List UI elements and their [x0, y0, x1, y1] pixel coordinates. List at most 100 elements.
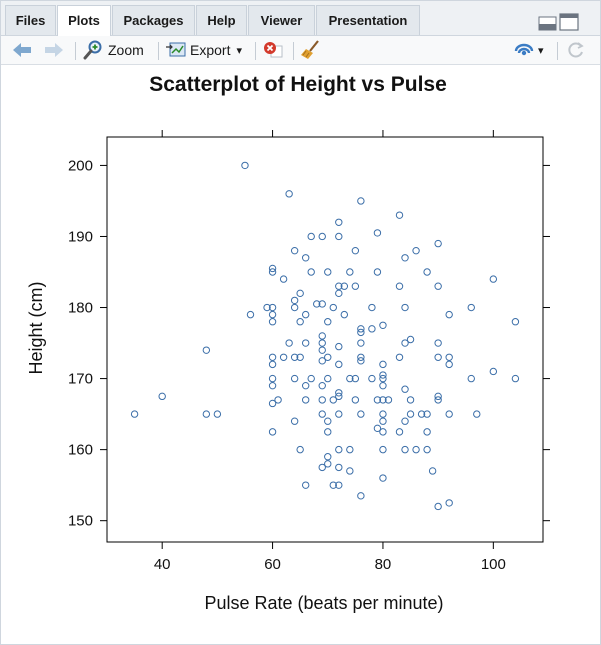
y-tick-label: 170	[68, 371, 93, 388]
data-point	[401, 339, 409, 347]
data-point	[335, 342, 343, 351]
data-point	[324, 453, 332, 461]
x-axis-label: Pulse Rate (beats per minute)	[204, 593, 443, 613]
data-point	[246, 310, 255, 319]
minimize-icon[interactable]	[538, 16, 557, 31]
data-point	[268, 381, 277, 390]
data-point	[351, 396, 360, 404]
data-point	[423, 428, 431, 436]
maximize-icon[interactable]	[559, 13, 579, 31]
data-point	[406, 410, 415, 418]
export-button[interactable]: Export ▾	[165, 40, 242, 60]
zoom-label: Zoom	[108, 42, 144, 58]
y-tick-label: 180	[68, 300, 93, 317]
data-point	[290, 417, 299, 425]
data-point	[346, 467, 354, 475]
data-point	[357, 410, 365, 418]
data-point	[511, 318, 520, 326]
data-point	[324, 428, 332, 436]
data-point	[290, 353, 299, 361]
data-point	[417, 410, 426, 418]
data-point	[301, 310, 310, 319]
data-point	[351, 246, 360, 255]
data-point	[285, 339, 293, 347]
pane-tab-bar: Files Plots Packages Help Viewer Present…	[1, 1, 600, 36]
plot-area: Scatterplot of Height vs Pulse 40 60 80 100…	[2, 65, 600, 642]
data-point	[357, 353, 365, 361]
data-point	[467, 303, 475, 312]
data-point	[445, 410, 453, 418]
forward-arrow-icon	[45, 43, 63, 57]
tab-packages[interactable]: Packages	[112, 5, 195, 35]
tab-presentation[interactable]: Presentation	[316, 5, 420, 35]
axes: 40 60 80 100 150 160 170 180 190 200	[68, 130, 550, 573]
data-point	[335, 410, 343, 418]
zoom-button[interactable]: Zoom	[83, 40, 144, 60]
data-point	[329, 481, 337, 489]
data-point	[406, 335, 415, 344]
data-point	[202, 346, 211, 354]
publish-button[interactable]: ▾	[513, 40, 544, 60]
tab-viewer[interactable]: Viewer	[248, 5, 315, 35]
data-point	[379, 360, 387, 369]
data-point	[351, 374, 360, 383]
data-point	[434, 392, 442, 401]
data-point	[373, 396, 382, 404]
y-tick-label: 150	[68, 513, 93, 530]
data-point	[268, 360, 277, 369]
data-point	[379, 410, 387, 418]
data-point	[401, 445, 409, 454]
data-point	[379, 428, 387, 436]
data-point	[379, 474, 387, 482]
data-point	[268, 399, 277, 408]
data-point	[324, 460, 332, 468]
data-point	[423, 410, 431, 418]
data-point	[395, 353, 404, 361]
data-point	[268, 318, 277, 326]
data-point	[434, 396, 442, 404]
data-point	[307, 268, 315, 276]
refresh-button[interactable]	[566, 40, 586, 60]
data-point	[279, 353, 288, 361]
data-point	[357, 357, 365, 365]
y-tick-label: 190	[68, 228, 93, 245]
tab-help[interactable]: Help	[196, 5, 247, 35]
data-point	[268, 268, 277, 276]
data-point	[423, 268, 431, 276]
remove-plot-button[interactable]	[263, 40, 283, 60]
x-tick-label: 40	[154, 556, 171, 573]
tab-plots[interactable]: Plots	[57, 5, 111, 36]
refresh-icon	[568, 42, 584, 58]
data-point	[445, 353, 453, 361]
forward-button[interactable]	[43, 40, 65, 60]
data-point	[268, 353, 277, 361]
data-point	[395, 211, 404, 219]
data-point	[202, 410, 211, 418]
data-point	[445, 499, 453, 507]
data-point	[373, 229, 382, 237]
data-point	[158, 392, 166, 401]
data-point	[395, 428, 404, 436]
data-point	[263, 303, 271, 312]
data-points	[130, 161, 520, 511]
data-point	[379, 381, 387, 390]
data-point	[268, 303, 277, 312]
data-point	[241, 161, 249, 170]
data-point	[318, 332, 326, 340]
data-point	[335, 481, 343, 489]
data-point	[307, 232, 315, 241]
data-point	[313, 300, 321, 308]
data-point	[274, 396, 282, 404]
data-point	[318, 357, 326, 365]
data-point	[346, 374, 354, 383]
tab-files[interactable]: Files	[5, 5, 56, 35]
data-point	[335, 218, 343, 226]
clear-all-button[interactable]	[300, 40, 322, 60]
data-point	[318, 381, 326, 390]
plots-toolbar: Zoom Export ▾	[1, 36, 600, 65]
back-button[interactable]	[11, 40, 33, 60]
data-point	[368, 325, 376, 333]
data-point	[395, 282, 404, 290]
data-point	[268, 428, 277, 436]
